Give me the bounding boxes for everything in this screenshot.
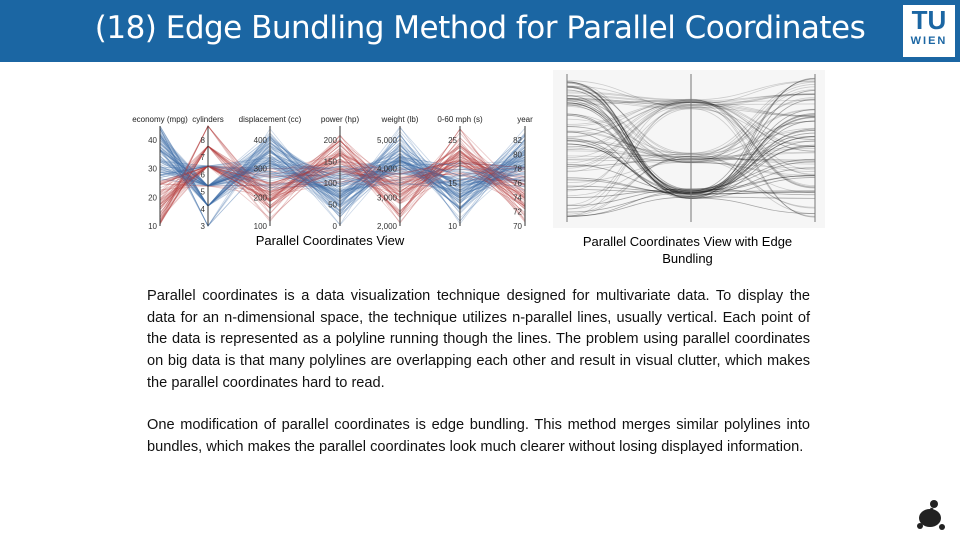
bundled-curve [566, 85, 816, 215]
axis-tick-label: 10 [148, 222, 157, 231]
axis-tick-label: 3 [201, 222, 206, 231]
bundled-curve [566, 91, 816, 188]
axis-tick-label: 5 [201, 188, 206, 197]
axis-tick-label: 100 [254, 222, 268, 231]
axis-name: year [517, 115, 533, 124]
axis-tick-label: 2,000 [377, 222, 398, 231]
paragraph: Parallel coordinates is a data visualiza… [147, 288, 810, 391]
axis-name: economy (mpg) [132, 115, 188, 124]
figure-caption: Parallel Coordinates View [255, 233, 405, 248]
axis-name: cylinders [192, 115, 224, 124]
bundled-curve [566, 100, 816, 188]
axis-tick-label: 3,000 [377, 193, 398, 202]
axis-tick-label: 82 [513, 136, 522, 145]
axis-tick-label: 40 [148, 136, 157, 145]
bundled-curve [566, 81, 816, 162]
axis-tick-label: 5,000 [377, 136, 398, 145]
axis-tick-label: 70 [513, 222, 522, 231]
axis-tick-label: 300 [254, 165, 268, 174]
axis-tick-label: 10 [448, 222, 457, 231]
axis-name: displacement (cc) [239, 115, 302, 124]
bundled-curve [566, 82, 816, 195]
axis-tick-label: 50 [328, 201, 337, 210]
axis-tick-label: 7 [201, 153, 206, 162]
logo-text: TU [911, 5, 947, 35]
bundled-curve [566, 99, 816, 187]
image-background [553, 70, 825, 228]
axis-tick-label: 200 [254, 193, 268, 202]
mascot-icon [917, 500, 945, 530]
parallel-coordinates-image: economy (mpg)40302010cylinders876543disp… [132, 115, 533, 231]
paragraph: One modification of parallel coordinates… [147, 417, 810, 455]
axis-tick-label: 8 [201, 136, 206, 145]
bundled-curve [566, 78, 816, 192]
header-bar [0, 0, 960, 62]
axis-tick-label: 100 [324, 179, 338, 188]
axis-tick-label: 400 [254, 136, 268, 145]
axis-tick-label: 200 [324, 136, 338, 145]
axis-tick-label: 25 [448, 136, 457, 145]
figure-caption: Parallel Coordinates View with Edge Bund… [582, 234, 793, 266]
axis-tick-label: 20 [148, 193, 157, 202]
bundled-curve [566, 95, 816, 199]
axis-tick-label: 76 [513, 179, 522, 188]
bundled-curve [566, 107, 816, 188]
bundled-curve [566, 81, 816, 195]
bundled-curve [566, 98, 816, 218]
axis-tick-label: 150 [324, 158, 338, 167]
slide-title: (18) Edge Bundling Method for Parallel C… [94, 10, 866, 46]
axis-tick-label: 6 [201, 170, 206, 179]
bundled-curve [566, 80, 816, 192]
axis-name: weight (lb) [381, 115, 419, 124]
edge-bundling-image [553, 70, 825, 228]
axis-tick-label: 15 [448, 179, 457, 188]
bundled-curve [566, 114, 816, 194]
axis-name: 0-60 mph (s) [437, 115, 483, 124]
axis-tick-label: 4 [201, 205, 206, 214]
axis-tick-label: 30 [148, 165, 157, 174]
axis-tick-label: 72 [513, 208, 522, 217]
axis-tick-label: 74 [513, 193, 522, 202]
logo: TU WIEN [903, 5, 955, 57]
icon-shape [930, 500, 938, 508]
bundled-curve [566, 109, 816, 194]
bundled-curve [566, 81, 816, 217]
icon-shape [939, 524, 945, 530]
icon-shape [919, 509, 941, 527]
icon-shape [929, 507, 934, 513]
axis-tick-label: 80 [513, 150, 522, 159]
axis-tick-label: 78 [513, 165, 522, 174]
axis-tick-label: 0 [333, 222, 338, 231]
axis-tick-label: 4,000 [377, 165, 398, 174]
axis-name: power (hp) [321, 115, 360, 124]
logo-text: WIEN [910, 35, 948, 47]
icon-shape [917, 523, 923, 529]
